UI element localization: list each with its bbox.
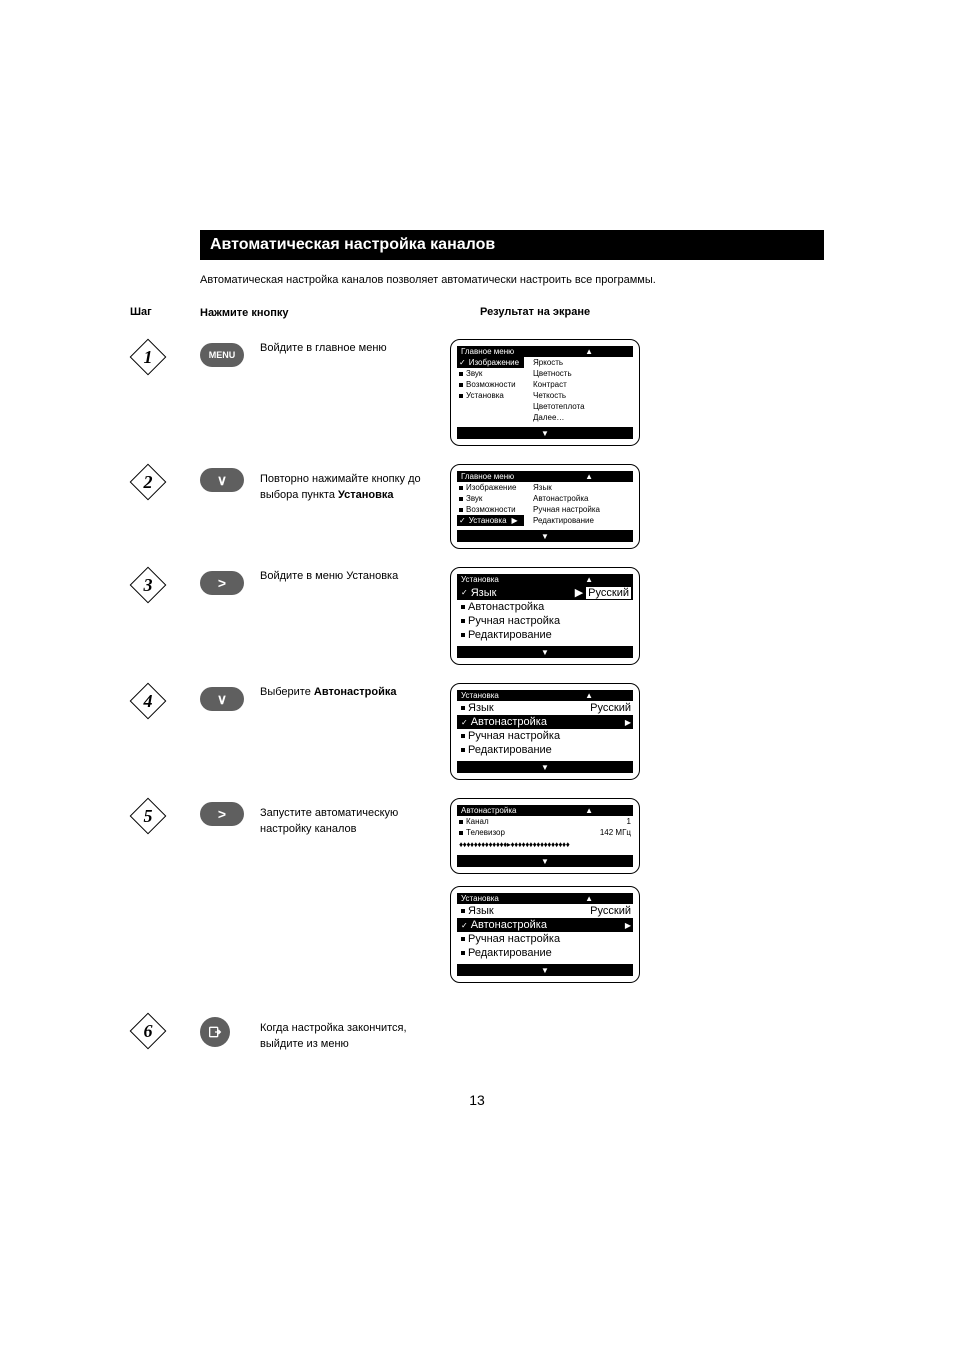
step-row: 5 > Запустите автоматическую настройку к… <box>130 798 824 995</box>
step-row: 4 ∨ Выберите Автонастройка Установка▲ Яз… <box>130 683 824 780</box>
step-number-diamond: 6 <box>130 1013 166 1049</box>
step-row: 2 ∨ Повторно нажимайте кнопку до выбора … <box>130 464 824 549</box>
submenu-item: Четкость <box>531 390 633 401</box>
tv-screen: Главное меню▲ ИзображениеЗвукВозможности… <box>450 464 640 549</box>
tv-screen-footer: ▼ <box>457 964 633 976</box>
step-number-diamond: 5 <box>130 798 166 834</box>
menu-item: Возможности <box>457 504 524 515</box>
step-row: 1 MENU Войдите в главное меню Главное ме… <box>130 339 824 446</box>
menu-item: Ручная настройка <box>457 614 633 628</box>
menu-item: Ручная настройка <box>457 729 633 743</box>
step-instruction: Повторно нажимайте кнопку до выбора пунк… <box>260 464 450 503</box>
tuning-progress: ♦♦♦♦♦♦♦♦♦♦♦♦♦▸♦♦♦♦♦♦♦♦♦♦♦♦♦♦♦♦ <box>457 838 633 851</box>
menu-item: Редактирование <box>457 743 633 757</box>
tv-screen-title: Автонастройка▲ <box>457 805 633 816</box>
menu-item: Ручная настройка <box>457 932 633 946</box>
tv-screen-title: Установка▲ <box>457 893 633 904</box>
tv-screen: Установка▲ Язык Русский ✓Автонастройка ▶… <box>450 683 640 780</box>
submenu-item: Контраст <box>531 379 633 390</box>
submenu-item: Далее… <box>531 412 633 423</box>
intro-text: Автоматическая настройка каналов позволя… <box>200 274 824 286</box>
remote-menu-button[interactable]: MENU <box>200 343 244 367</box>
menu-item: Язык Русский <box>457 701 633 715</box>
tv-screen-title: Установка▲ <box>457 690 633 701</box>
step-instruction: Войдите в главное меню <box>260 339 450 356</box>
submenu-item: Яркость <box>531 357 633 368</box>
menu-item: ✓Изображение▶ <box>457 357 524 368</box>
header-step: Шаг <box>130 306 200 318</box>
tv-screen-footer: ▼ <box>457 761 633 773</box>
menu-item: Звук <box>457 493 524 504</box>
menu-item: ✓Язык ▶Русский <box>457 585 633 600</box>
menu-item: ✓Установка▶ <box>457 515 524 526</box>
step-instruction: Войдите в меню Установка <box>260 567 450 584</box>
step-row: 6 Когда настройка закончится, выйдите из… <box>130 1013 824 1052</box>
step-instruction: Когда настройка закончится, выйдите из м… <box>260 1013 450 1052</box>
menu-item: Звук <box>457 368 524 379</box>
tv-screen-title: Главное меню▲ <box>457 471 633 482</box>
tv-screen-footer: ▼ <box>457 530 633 542</box>
tv-screen: Установка▲ ✓Язык ▶Русский АвтонастройкаР… <box>450 567 640 665</box>
tv-screen-title: Установка▲ <box>457 574 633 585</box>
remote-down-button[interactable]: ∨ <box>200 687 244 711</box>
tv-screen: Главное меню▲ ✓Изображение▶ЗвукВозможнос… <box>450 339 640 446</box>
tv-screen-footer: ▼ <box>457 646 633 658</box>
step-number-diamond: 1 <box>130 339 166 375</box>
menu-item: Язык Русский <box>457 904 633 918</box>
header-result: Результат на экране <box>450 306 824 318</box>
menu-item: Автонастройка <box>457 600 633 614</box>
submenu-item: Цветность <box>531 368 633 379</box>
step-number-diamond: 4 <box>130 683 166 719</box>
step-instruction: Запустите автоматическую настройку канал… <box>260 798 450 837</box>
remote-right-button[interactable]: > <box>200 571 244 595</box>
status-row: Канал 1 <box>457 816 633 827</box>
submenu-item: Ручная настройка <box>531 504 633 515</box>
step-number-diamond: 3 <box>130 567 166 603</box>
status-row: Телевизор 142 МГц <box>457 827 633 838</box>
tv-screen-footer: ▼ <box>457 855 633 867</box>
menu-item: Установка <box>457 390 524 401</box>
step-row: 3 > Войдите в меню Установка Установка▲ … <box>130 567 824 665</box>
menu-item: Редактирование <box>457 628 633 642</box>
menu-item: Редактирование <box>457 946 633 960</box>
step-instruction: Выберите Автонастройка <box>260 683 450 700</box>
tv-screen: Автонастройка▲ Канал 1 Телевизор 142 МГц… <box>450 798 640 874</box>
remote-right-button[interactable]: > <box>200 802 244 826</box>
menu-item: Возможности <box>457 379 524 390</box>
tv-screen-footer: ▼ <box>457 427 633 439</box>
tv-screen: Установка▲ Язык Русский ✓Автонастройка ▶… <box>450 886 640 983</box>
submenu-item: Цветотеплота <box>531 401 633 412</box>
submenu-item: Автонастройка <box>531 493 633 504</box>
menu-item: Изображение <box>457 482 524 493</box>
submenu-item: Язык <box>531 482 633 493</box>
header-press: Нажмите кнопку <box>200 306 450 321</box>
menu-item: ✓Автонастройка ▶ <box>457 715 633 729</box>
menu-item: ✓Автонастройка ▶ <box>457 918 633 932</box>
section-title: Автоматическая настройка каналов <box>200 230 824 260</box>
tv-screen-title: Главное меню▲ <box>457 346 633 357</box>
step-number-diamond: 2 <box>130 464 166 500</box>
page-number: 13 <box>130 1092 824 1108</box>
column-headers: Шаг Нажмите кнопку Результат на экране <box>130 306 824 321</box>
remote-down-button[interactable]: ∨ <box>200 468 244 492</box>
remote-exit-button[interactable] <box>200 1017 230 1047</box>
submenu-item: Редактирование <box>531 515 633 526</box>
